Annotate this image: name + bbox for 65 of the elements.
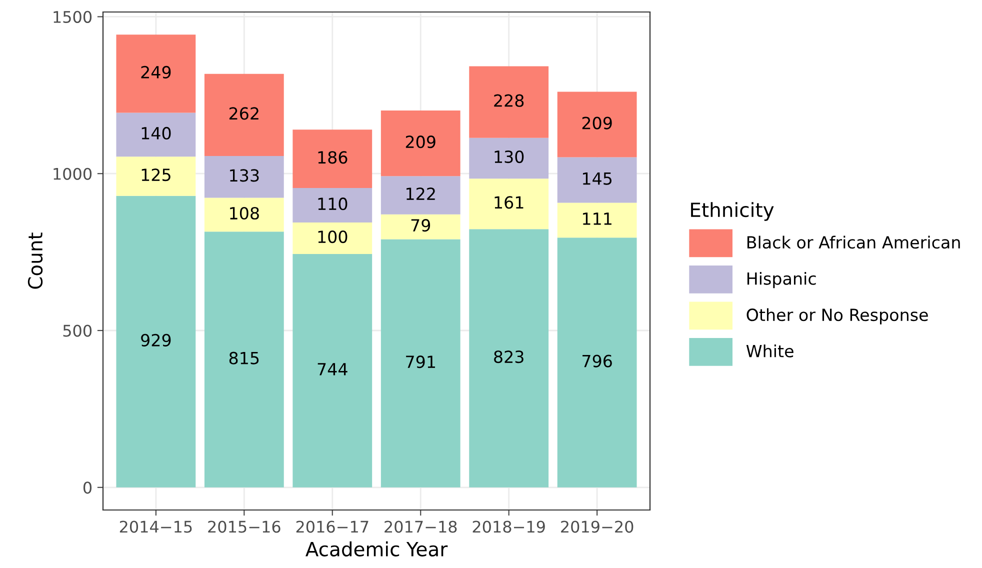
bar	[204, 74, 284, 156]
legend-label: Other or No Response	[746, 308, 928, 324]
bar	[292, 222, 372, 254]
y-tick-label: 1500	[54, 10, 92, 23]
data-label: 100	[318, 230, 348, 244]
x-axis-title: Academic Year	[306, 541, 448, 556]
x-tick-label: 2015−16	[208, 520, 280, 533]
bar	[292, 254, 372, 488]
data-label: 122	[406, 187, 435, 200]
data-label: 249	[141, 66, 171, 78]
data-label: 79	[411, 219, 430, 232]
data-label: 108	[230, 206, 259, 220]
data-label: 823	[494, 350, 524, 364]
data-label: 186	[318, 151, 348, 164]
data-label: 161	[494, 196, 524, 209]
bar	[380, 110, 460, 176]
bar	[469, 229, 549, 488]
data-label: 140	[142, 126, 171, 140]
bar	[116, 196, 196, 488]
data-label: 791	[406, 356, 435, 368]
legend-label: Black or African American	[747, 236, 960, 249]
data-label: 815	[229, 352, 259, 364]
data-label: 133	[230, 169, 259, 182]
bar	[557, 92, 637, 158]
bar	[116, 34, 196, 113]
bar	[380, 239, 460, 488]
x-tick-label: 2016−17	[296, 520, 368, 533]
bar	[469, 178, 549, 230]
y-axis-title: Count	[28, 232, 43, 289]
x-tick-label: 2017−18	[384, 520, 457, 533]
data-label: 209	[406, 136, 436, 148]
x-tick-label: 2014−15	[120, 520, 192, 533]
data-label: 262	[229, 107, 258, 120]
legend-title: Ethnicity	[691, 202, 774, 221]
data-label: 125	[142, 168, 170, 182]
y-tick-label: 1000	[54, 168, 92, 180]
legend-label: White	[746, 344, 794, 358]
bar	[469, 138, 549, 179]
bar	[380, 176, 460, 214]
bar	[116, 112, 196, 157]
data-label: 111	[582, 212, 612, 225]
y-tick-label: 500	[63, 324, 92, 337]
data-label: 744	[318, 363, 348, 376]
data-label: 110	[318, 198, 348, 210]
bar	[557, 238, 637, 488]
x-tick-label: 2018−19	[472, 520, 545, 533]
bar	[292, 130, 372, 188]
data-label: 228	[494, 94, 524, 107]
bar	[116, 156, 196, 196]
bar	[204, 232, 284, 488]
bar	[292, 188, 372, 223]
x-tick-label: 2019−20	[561, 520, 634, 533]
data-label: 209	[582, 116, 612, 130]
bar	[557, 202, 637, 238]
bar	[204, 156, 284, 198]
data-label: 130	[494, 150, 524, 164]
bar	[557, 157, 637, 203]
legend-label: Hispanic	[747, 272, 816, 288]
data-label: 929	[141, 334, 171, 346]
data-label: 145	[582, 172, 612, 185]
y-tick-label: 0	[83, 482, 92, 494]
bar	[380, 214, 460, 240]
bar	[204, 198, 284, 232]
bar	[469, 66, 549, 138]
data-label: 796	[582, 354, 612, 368]
